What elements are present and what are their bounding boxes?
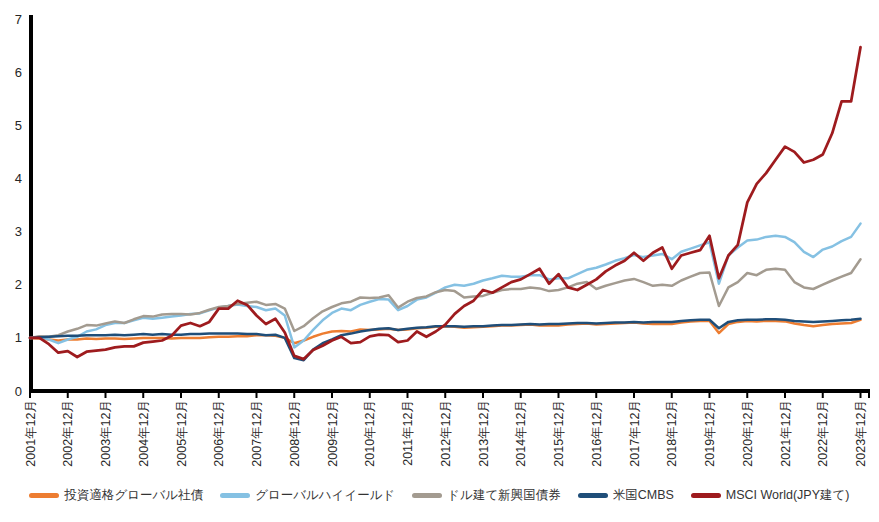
ig-global-corp-bonds-swatch	[29, 493, 59, 498]
x-axis-label: 2022年12月	[816, 400, 830, 467]
x-axis-tick	[105, 393, 107, 398]
x-axis-tick	[293, 393, 295, 398]
x-axis-tick	[520, 393, 522, 398]
chart-legend: 投資適格グローバル社債 グローバルハイイールド ドル建て新興国債券 米国CMBS MSC…	[0, 487, 879, 504]
x-axis-label: 2007年12月	[250, 400, 264, 467]
x-axis-tick	[558, 393, 560, 398]
x-axis-label: 2013年12月	[477, 400, 491, 467]
x-axis-tick	[444, 393, 446, 398]
usd-em-bonds-label: ドル建て新興国債券	[447, 487, 560, 504]
x-axis-tick	[256, 393, 258, 398]
x-axis-label: 2023年12月	[854, 400, 868, 467]
usd-em-bonds-swatch	[412, 493, 442, 498]
x-axis-tick	[29, 393, 31, 398]
x-axis-tick	[482, 393, 484, 398]
x-axis-tick	[671, 393, 673, 398]
msci-world-jpy-swatch	[691, 493, 721, 498]
x-axis-label: 2004年12月	[137, 400, 151, 467]
x-axis-label: 2009年12月	[326, 400, 340, 467]
x-axis-end-tick	[868, 393, 870, 398]
x-axis-tick	[633, 393, 635, 398]
x-axis-tick	[369, 393, 371, 398]
x-axis-tick	[407, 393, 409, 398]
y-axis-label-6: 6	[15, 65, 22, 80]
x-axis-tick	[218, 393, 220, 398]
x-axis-label: 2008年12月	[288, 400, 302, 467]
y-axis-label-1: 1	[15, 330, 22, 345]
y-axis-label-5: 5	[15, 118, 22, 133]
x-axis-label: 2014年12月	[514, 400, 528, 467]
y-axis-label-4: 4	[15, 171, 22, 186]
x-axis-label: 2010年12月	[363, 400, 377, 467]
x-axis-tick	[822, 393, 824, 398]
x-axis-tick	[746, 393, 748, 398]
x-axis-tick	[709, 393, 711, 398]
global-high-yield-swatch	[220, 493, 250, 498]
chart-canvas: 0 1 2 3 4 5 6 7 2001年12月 2002年12月 2003年12月 2004年12月…	[0, 0, 879, 480]
x-axis-tick	[331, 393, 333, 398]
legend-item-global-high-yield: グローバルハイイールド	[220, 487, 395, 504]
x-axis-label: 2015年12月	[552, 400, 566, 467]
x-axis-label: 2018年12月	[665, 400, 679, 467]
us-cmbs-label: 米国CMBS	[613, 487, 674, 504]
performance-chart: 0 1 2 3 4 5 6 7 2001年12月 2002年12月 2003年12月 2004年12月…	[0, 0, 879, 522]
legend-item-ig-global-corp-bonds: 投資適格グローバル社債	[29, 487, 203, 504]
x-axis-label: 2003年12月	[99, 400, 113, 467]
us-cmbs-swatch	[578, 493, 608, 498]
x-axis-tick	[67, 393, 69, 398]
x-axis-label: 2011年12月	[401, 400, 415, 466]
series-line-msci-world-jpy	[30, 47, 861, 359]
x-axis-label: 2005年12月	[175, 400, 189, 467]
x-axis-label: 2012年12月	[439, 400, 453, 467]
x-axis-label: 2006年12月	[212, 400, 226, 467]
legend-item-msci-world-jpy: MSCI World(JPY建て)	[691, 487, 850, 504]
x-axis-label: 2016年12月	[590, 400, 604, 467]
y-axis-label-2: 2	[15, 277, 22, 292]
global-high-yield-label: グローバルハイイールド	[255, 487, 395, 504]
x-axis-tick	[860, 393, 862, 398]
x-axis-label: 2002年12月	[61, 400, 75, 467]
x-axis-label: 2001年12月	[24, 400, 38, 467]
x-axis-line	[29, 389, 870, 393]
x-axis-tick	[595, 393, 597, 398]
x-axis-label: 2020年12月	[741, 400, 755, 467]
x-axis-label: 2019年12月	[703, 400, 717, 467]
msci-world-jpy-label: MSCI World(JPY建て)	[726, 487, 850, 504]
ig-global-corp-bonds-label: 投資適格グローバル社債	[64, 487, 203, 504]
x-axis-label: 2021年12月	[779, 400, 793, 467]
y-axis-label-3: 3	[15, 224, 22, 239]
x-axis-tick	[142, 393, 144, 398]
x-axis-label: 2017年12月	[628, 400, 642, 467]
x-axis-tick	[784, 393, 786, 398]
legend-item-usd-em-bonds: ドル建て新興国債券	[412, 487, 560, 504]
series-line-global-high-yield	[30, 224, 861, 348]
y-axis-label-0: 0	[15, 384, 22, 399]
x-axis-tick	[180, 393, 182, 398]
y-axis-label-7: 7	[15, 12, 22, 27]
legend-item-us-cmbs: 米国CMBS	[578, 487, 674, 504]
